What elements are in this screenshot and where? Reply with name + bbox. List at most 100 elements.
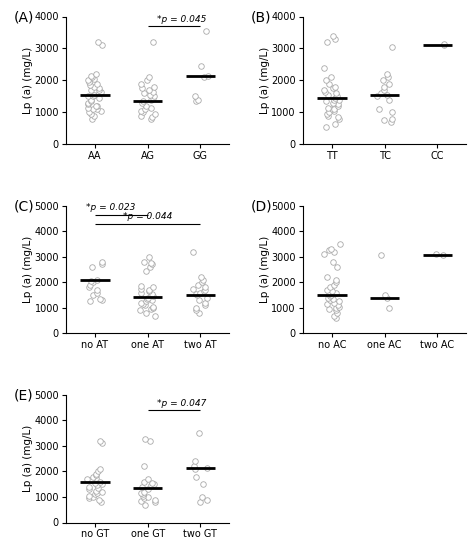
Point — [195, 296, 203, 305]
Point — [202, 283, 209, 292]
Point — [381, 86, 388, 95]
Point — [195, 309, 203, 317]
Point — [88, 114, 96, 123]
Point — [440, 41, 447, 50]
Point — [148, 260, 155, 269]
Point — [331, 35, 339, 43]
Point — [93, 102, 100, 111]
Point — [98, 260, 106, 269]
Point — [138, 79, 145, 88]
Point — [328, 104, 335, 113]
Point — [139, 108, 146, 117]
Point — [98, 41, 106, 50]
Point — [151, 82, 158, 91]
Point — [93, 285, 101, 294]
Point — [385, 95, 392, 104]
Point — [380, 82, 388, 91]
Point — [86, 280, 94, 289]
Point — [96, 94, 103, 102]
Point — [151, 498, 159, 507]
Point — [93, 486, 100, 495]
Point — [148, 289, 156, 298]
Point — [388, 42, 396, 51]
Point — [151, 495, 159, 504]
Point — [325, 246, 333, 255]
Point — [138, 106, 145, 115]
Point — [327, 245, 334, 254]
Point — [86, 78, 93, 86]
Point — [320, 250, 328, 258]
Point — [144, 293, 151, 302]
Point — [148, 296, 155, 305]
Point — [330, 106, 338, 115]
Point — [99, 487, 106, 496]
Point — [147, 290, 155, 299]
Point — [335, 302, 342, 311]
Point — [94, 37, 102, 46]
Point — [139, 97, 147, 106]
Point — [195, 95, 202, 104]
Point — [97, 436, 104, 445]
Point — [146, 262, 154, 271]
Point — [138, 288, 145, 297]
Point — [322, 76, 330, 85]
Point — [86, 494, 93, 503]
Point — [191, 456, 199, 465]
Point — [86, 283, 93, 292]
Point — [149, 87, 156, 96]
Point — [325, 108, 333, 117]
Point — [87, 97, 95, 106]
Point — [143, 266, 150, 275]
Point — [98, 257, 106, 266]
Point — [140, 462, 148, 471]
Point — [334, 102, 341, 111]
Point — [321, 86, 328, 95]
Point — [193, 290, 200, 299]
Point — [323, 273, 331, 282]
Point — [141, 500, 149, 509]
Point — [323, 122, 330, 131]
Point — [149, 304, 156, 312]
Point — [93, 481, 101, 490]
Point — [139, 491, 147, 500]
Point — [324, 90, 332, 99]
Point — [375, 104, 382, 113]
Point — [93, 276, 101, 284]
Point — [336, 240, 343, 249]
Point — [332, 304, 340, 312]
Point — [326, 283, 334, 292]
Point — [97, 498, 105, 507]
Point — [195, 428, 203, 437]
Point — [141, 301, 148, 310]
Point — [87, 81, 94, 90]
Point — [383, 90, 390, 99]
Point — [330, 298, 338, 307]
Point — [203, 293, 210, 302]
Point — [140, 487, 148, 496]
Point — [193, 97, 200, 106]
Point — [333, 314, 340, 322]
Y-axis label: Lp (a) (mg/L): Lp (a) (mg/L) — [260, 47, 270, 114]
Point — [330, 31, 337, 40]
Point — [141, 435, 148, 444]
Point — [85, 76, 92, 85]
Text: (C): (C) — [14, 199, 34, 213]
Point — [140, 89, 148, 97]
Text: (B): (B) — [251, 10, 271, 24]
Point — [327, 292, 334, 301]
Point — [144, 493, 152, 502]
Text: *p = 0.023: *p = 0.023 — [86, 204, 136, 212]
Point — [89, 290, 97, 299]
Point — [201, 298, 209, 307]
Point — [91, 90, 98, 99]
Point — [150, 292, 157, 301]
Point — [93, 79, 101, 88]
Point — [95, 495, 103, 504]
Point — [333, 89, 340, 97]
Point — [197, 273, 205, 282]
Point — [138, 497, 145, 505]
Point — [145, 86, 153, 95]
Point — [85, 485, 93, 494]
Point — [378, 89, 385, 97]
Point — [84, 103, 92, 112]
